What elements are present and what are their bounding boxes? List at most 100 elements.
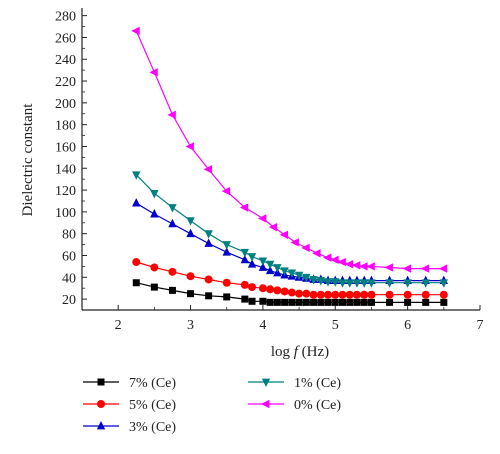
data-point — [351, 261, 361, 270]
legend: 7% (Ce) 5% (Ce) 3% (Ce) 1% (Ce) 0% (Ce) — [83, 376, 341, 435]
data-point — [239, 203, 249, 212]
x-axis-title-suffix: (Hz) — [298, 344, 329, 360]
data-point — [439, 290, 448, 299]
axes: 20 40 60 80 100 120 140 160 180 200 220 240 260 280 2 3… — [55, 8, 484, 333]
data-point — [324, 298, 332, 306]
data-point — [367, 298, 375, 306]
series-layer — [131, 26, 449, 306]
data-point — [421, 290, 430, 299]
data-point — [352, 290, 361, 299]
data-point — [288, 298, 296, 306]
data-point — [384, 263, 393, 272]
y-tick-label: 160 — [55, 140, 76, 155]
series-3 — [132, 171, 449, 288]
data-point — [222, 278, 231, 287]
y-tick-label: 120 — [55, 184, 76, 199]
data-point — [221, 186, 231, 196]
data-point — [280, 287, 289, 296]
legend-item: 1% (Ce) — [248, 376, 341, 391]
legend-label: 5% (Ce) — [129, 398, 176, 413]
data-point — [248, 283, 257, 292]
data-point — [309, 290, 318, 299]
data-point — [353, 298, 361, 306]
data-point — [345, 279, 354, 288]
data-point — [132, 258, 141, 267]
x-axis-title: log f (Hz) — [271, 344, 329, 360]
y-tick-label: 100 — [55, 206, 76, 221]
data-point — [316, 277, 325, 286]
data-point — [222, 247, 231, 256]
data-point — [279, 230, 289, 239]
data-point — [273, 264, 282, 273]
data-point — [265, 265, 275, 275]
x-tick-label: 3 — [187, 318, 194, 333]
data-point — [187, 290, 195, 298]
data-point — [421, 279, 430, 288]
data-point — [204, 275, 213, 284]
data-point — [266, 285, 275, 294]
data-point — [385, 279, 394, 288]
data-point — [150, 263, 159, 272]
data-point — [366, 262, 375, 271]
data-point — [422, 298, 430, 306]
data-point — [287, 269, 297, 278]
data-point — [131, 26, 140, 36]
data-point — [301, 243, 310, 253]
y-tick-label: 20 — [62, 293, 76, 308]
data-point — [420, 264, 430, 273]
data-point — [402, 264, 412, 273]
data-point — [281, 298, 289, 306]
x-axis-title-prefix: log — [271, 344, 294, 360]
data-point — [404, 298, 412, 306]
data-point — [168, 218, 177, 228]
data-point — [258, 284, 267, 293]
data-point — [223, 293, 231, 301]
series-line — [135, 30, 444, 270]
data-point — [205, 292, 213, 300]
y-tick-label: 40 — [62, 271, 76, 286]
data-point — [302, 289, 311, 298]
data-point — [247, 259, 257, 268]
data-point — [309, 276, 318, 285]
data-point — [273, 286, 282, 295]
data-point — [268, 222, 278, 232]
data-point — [240, 254, 250, 264]
data-point — [186, 217, 195, 226]
data-point — [247, 253, 257, 262]
data-point — [338, 279, 347, 288]
data-point — [132, 198, 141, 207]
y-tick-label: 280 — [55, 10, 76, 25]
data-point — [295, 289, 304, 298]
data-point — [331, 298, 339, 306]
data-point — [132, 171, 141, 180]
data-point — [360, 279, 369, 288]
data-point — [258, 257, 268, 266]
legend-label: 3% (Ce) — [129, 420, 176, 435]
data-point — [352, 279, 362, 288]
data-point — [339, 298, 347, 306]
series-line — [135, 174, 444, 284]
data-point — [323, 278, 333, 287]
data-point — [367, 290, 376, 299]
data-point — [312, 249, 321, 258]
data-point — [258, 262, 268, 271]
data-point — [167, 110, 176, 120]
data-point — [259, 297, 267, 305]
y-tick-label: 80 — [62, 228, 76, 243]
data-point — [240, 248, 250, 258]
data-point — [324, 290, 333, 299]
series-line — [135, 202, 444, 282]
data-point — [150, 209, 159, 218]
data-point — [280, 267, 289, 276]
data-point — [266, 298, 274, 306]
data-point — [241, 295, 249, 303]
legend-label: 7% (Ce) — [129, 376, 176, 391]
data-point — [360, 298, 368, 306]
data-point — [287, 288, 296, 297]
y-tick-label: 180 — [55, 119, 76, 134]
data-point — [386, 298, 394, 306]
data-point — [317, 298, 325, 306]
data-point — [316, 290, 325, 299]
y-tick-label: 200 — [55, 97, 76, 112]
